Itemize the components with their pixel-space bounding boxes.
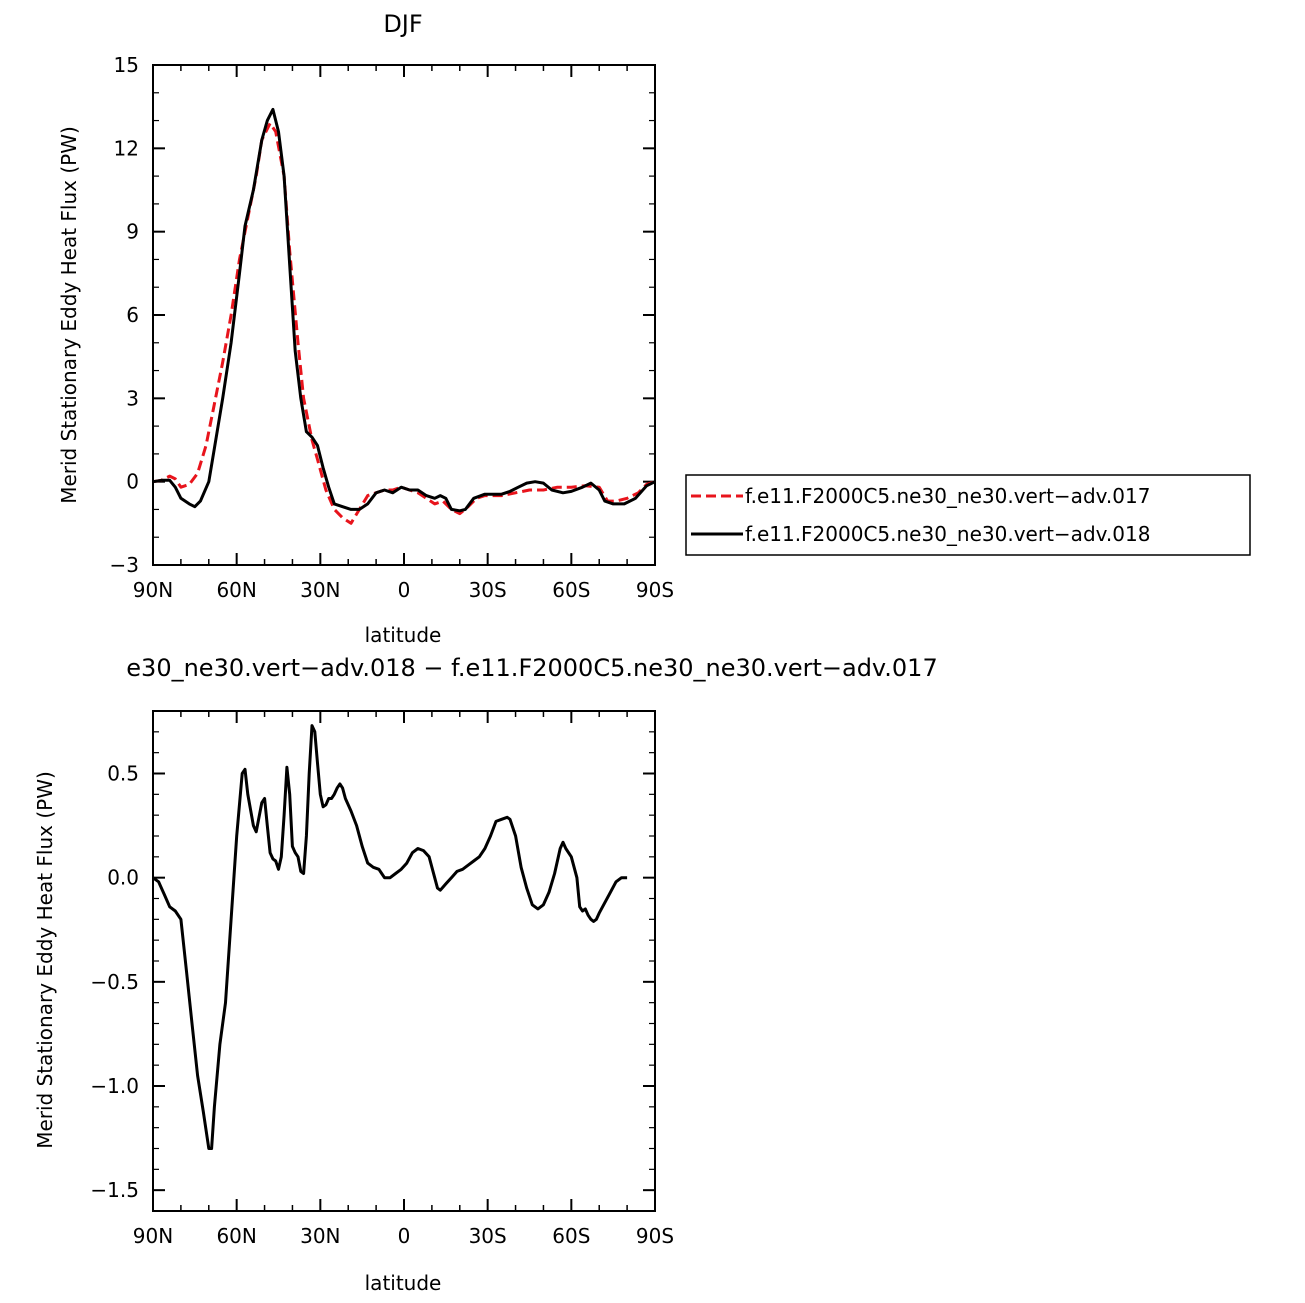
x-tick-label: 30S — [469, 1224, 507, 1248]
x-tick-label: 60N — [216, 578, 256, 602]
top-series-group — [152, 107, 656, 525]
legend-label-017: f.e11.F2000C5.ne30_ne30.vert−adv.017 — [745, 484, 1150, 508]
y-tick-label: 0.5 — [107, 762, 139, 786]
bottom-series-group — [152, 724, 628, 1150]
x-tick-label: 0 — [398, 1224, 411, 1248]
x-tick-label: 90N — [133, 578, 173, 602]
x-tick-label: 30N — [300, 1224, 340, 1248]
x-tick-label: 90N — [133, 1224, 173, 1248]
x-tick-label: 30S — [469, 578, 507, 602]
y-tick-label: 12 — [114, 136, 139, 160]
top-panel: DJF Merid Stationary Eddy Heat Flux (PW)… — [57, 10, 674, 647]
series-line-018 — [152, 107, 656, 513]
series-line-017 — [152, 121, 656, 525]
y-tick-label: 9 — [126, 220, 139, 244]
x-tick-label: 60N — [216, 1224, 256, 1248]
bottom-axes: 90N 60N 30N 0 30S 60S 90S 0.5 0.0 −0.5 −1.0 −1.5 — [90, 710, 674, 1248]
bottom-plot-frame — [152, 710, 656, 1212]
y-tick-label: 0 — [126, 470, 139, 494]
y-tick-label: 6 — [126, 303, 139, 327]
y-tick-label: −3 — [110, 553, 139, 577]
x-tick-label: 90S — [636, 1224, 674, 1248]
x-tick-label: 0 — [398, 578, 411, 602]
y-tick-label: −0.5 — [90, 970, 139, 994]
top-axes: 90N 60N 30N 0 30S 60S 90S 15 12 9 6 3 0 −3 — [110, 53, 675, 602]
legend-box — [685, 474, 1251, 556]
x-tick-label: 60S — [552, 1224, 590, 1248]
x-tick-label: 60S — [552, 578, 590, 602]
bottom-y-axis-label: Merid Stationary Eddy Heat Flux (PW) — [33, 771, 57, 1149]
y-tick-label: −1.0 — [90, 1074, 139, 1098]
y-tick-label: 15 — [114, 53, 139, 77]
top-plot-frame — [152, 64, 656, 566]
x-tick-label: 90S — [636, 578, 674, 602]
y-tick-label: 0.0 — [107, 866, 139, 890]
bottom-chart-title: e30_ne30.vert−adv.018 − f.e11.F2000C5.ne… — [126, 654, 937, 682]
legend: f.e11.F2000C5.ne30_ne30.vert−adv.017 f.e… — [685, 474, 1251, 556]
y-tick-label: −1.5 — [90, 1178, 139, 1202]
top-x-axis-label: latitude — [365, 623, 442, 647]
top-y-axis-label: Merid Stationary Eddy Heat Flux (PW) — [57, 126, 81, 504]
bottom-x-axis-label: latitude — [365, 1271, 442, 1295]
top-chart-title: DJF — [383, 10, 422, 38]
y-tick-label: 3 — [126, 386, 139, 410]
difference-line — [152, 724, 628, 1150]
bottom-panel: e30_ne30.vert−adv.018 − f.e11.F2000C5.ne… — [33, 654, 938, 1295]
x-tick-label: 30N — [300, 578, 340, 602]
legend-label-018: f.e11.F2000C5.ne30_ne30.vert−adv.018 — [745, 522, 1150, 546]
